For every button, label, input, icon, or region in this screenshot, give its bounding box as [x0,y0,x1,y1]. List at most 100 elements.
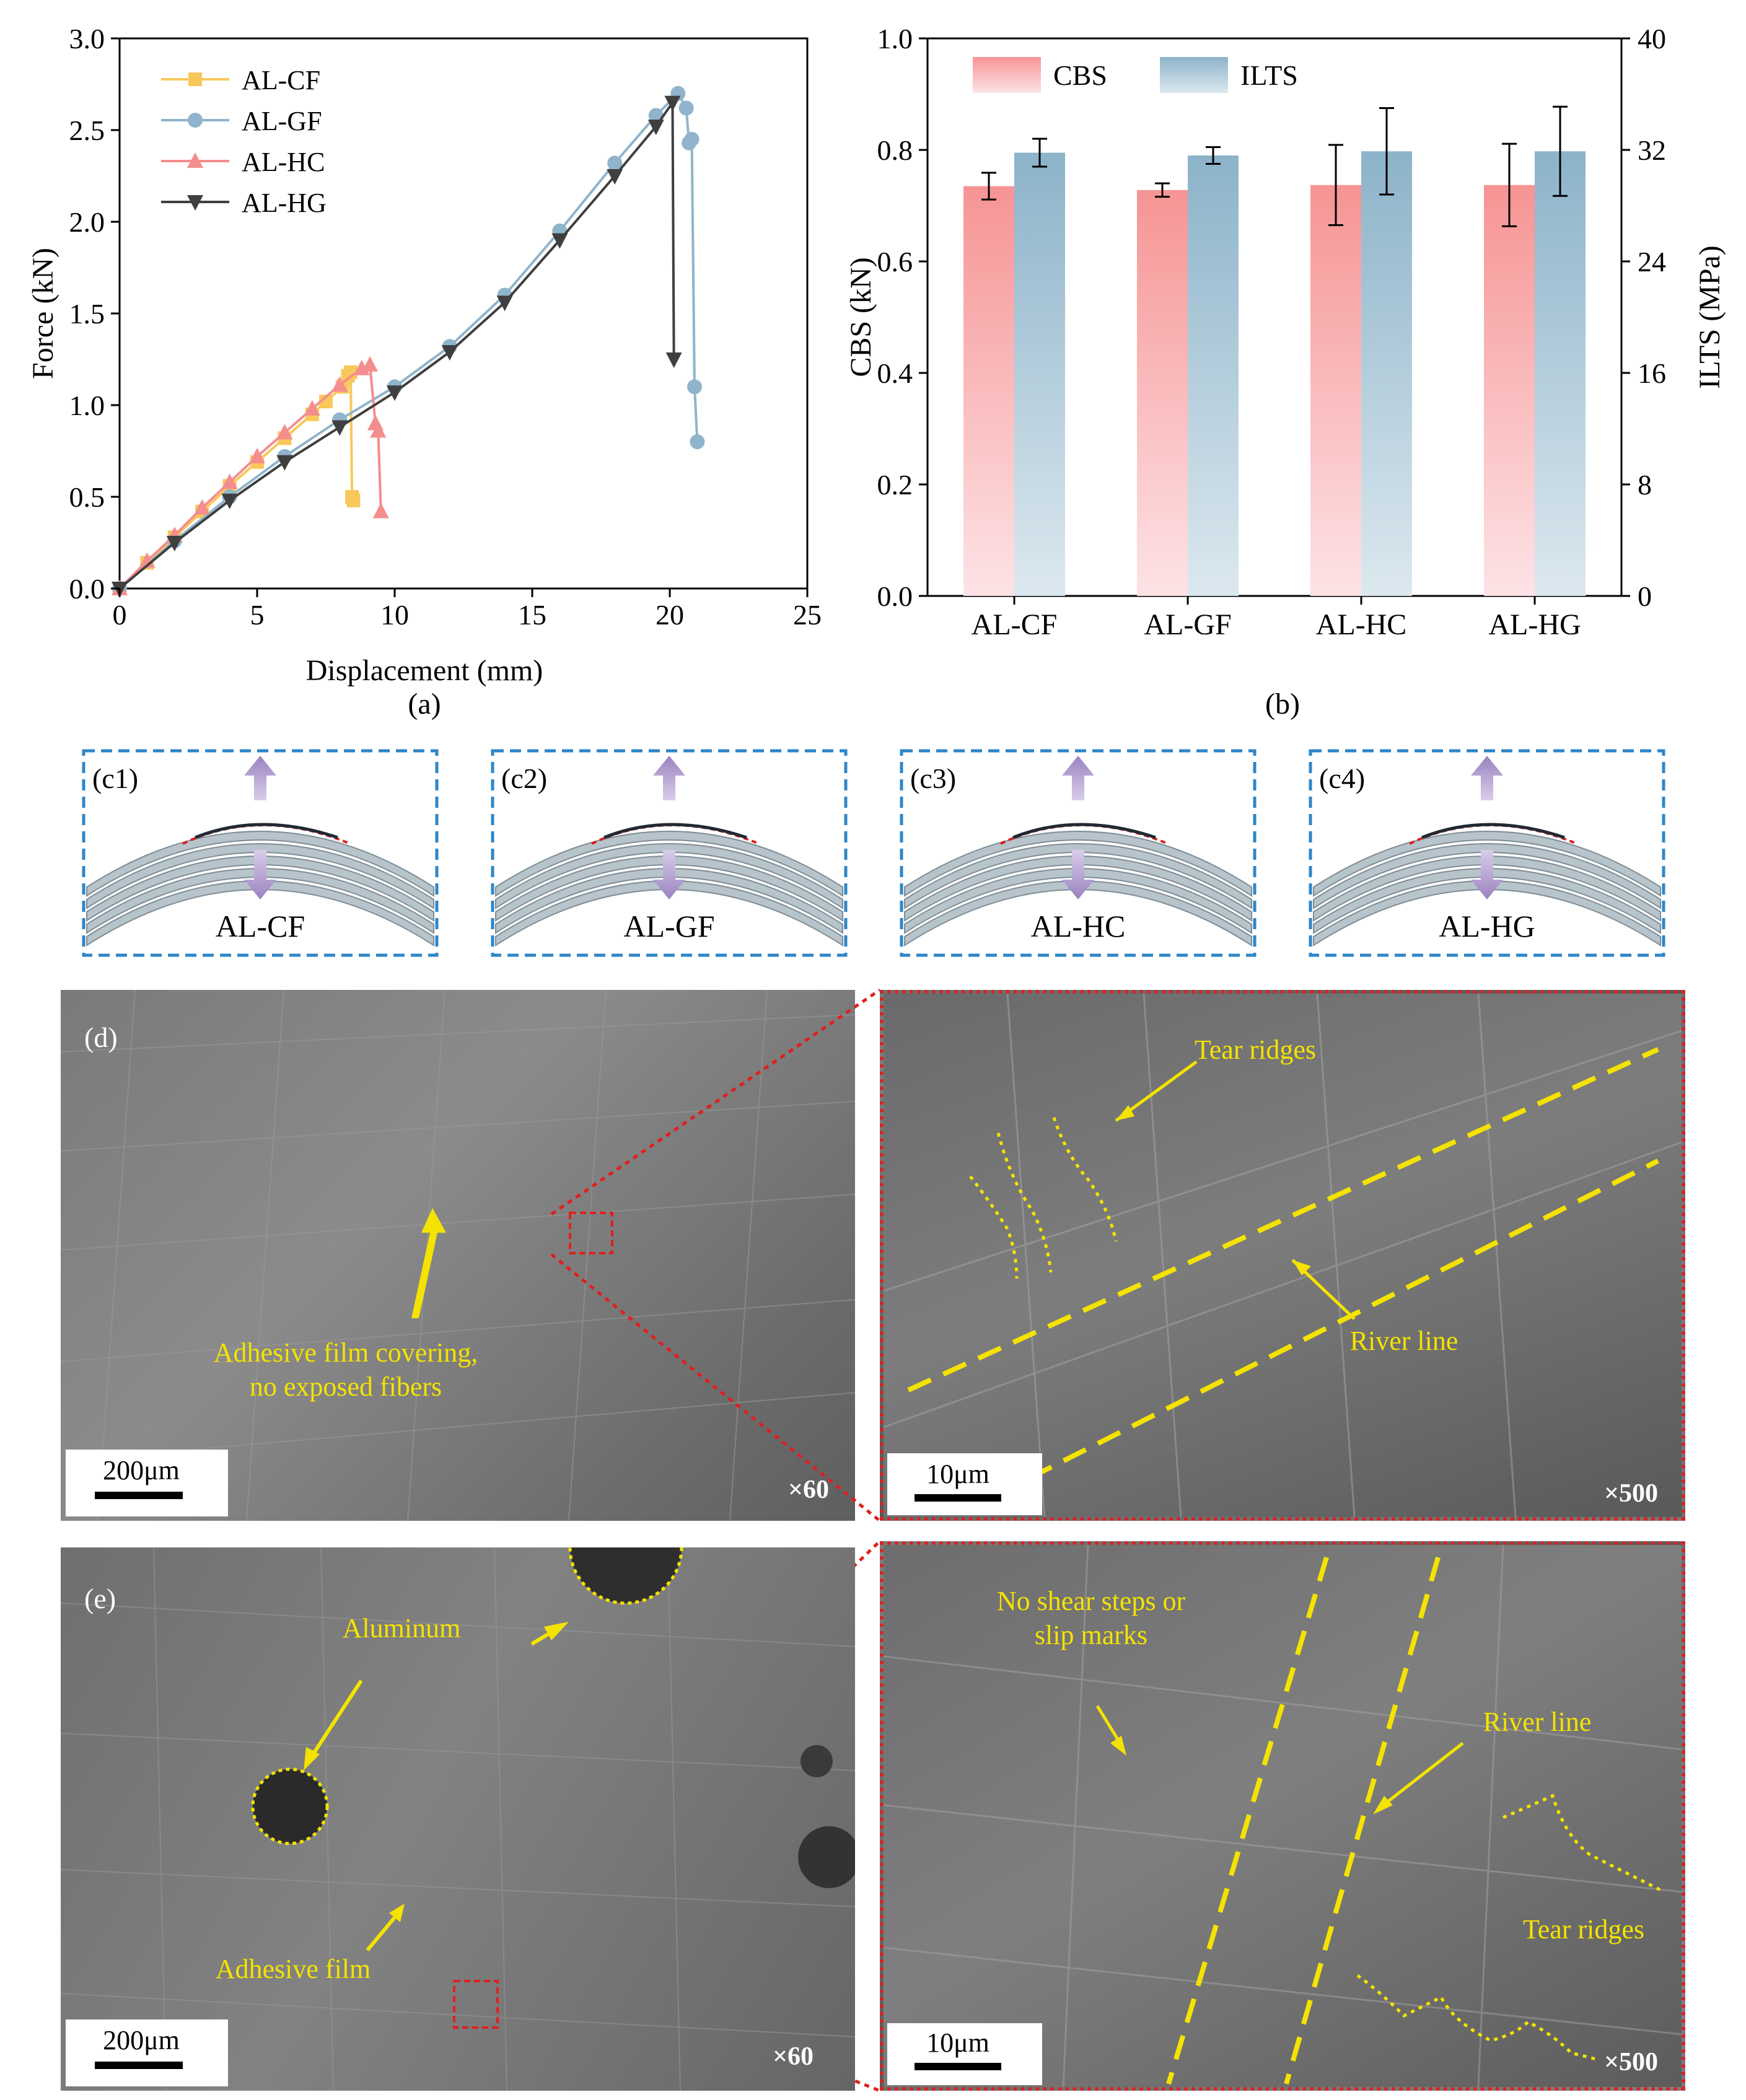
chart-b-bar-ilts [1014,152,1065,596]
specimen-tag: (c4) [1319,763,1365,794]
river-line-e-2 [1284,1556,1441,2085]
chart-b-plot-area: 0.0 0.2 0.4 0.6 0.8 1.0 0 8 16 24 32 40 AL-CF AL-GF AL… [844,23,1726,720]
tear-ridge-e-1 [1502,1793,1665,1894]
chart-b-bar-cbs [1137,190,1188,596]
chart-b-legend-swatch-cbs [973,57,1041,93]
chart-a-ytick-label: 2.0 [69,206,105,238]
tear-ridge-e-2 [1356,1974,1597,2061]
chart-a-xtick-label: 20 [656,599,684,631]
chart-b-bar-ilts [1188,155,1239,596]
chart-a-point [387,385,403,401]
d-right-tear: Tear ridges [1195,1035,1316,1065]
specimen-diagrams: (c1) AL-CF (c2) AL-GF (c3) AL-HC (c4) AL-HG [82,749,1665,957]
e-right-river: River line [1483,1707,1592,1737]
scale-e-right: 10μm [926,2028,989,2058]
chart-b-bar-cbs [963,186,1014,596]
chart-a-point [139,552,156,568]
arrow-e-film [366,1912,400,1951]
chart-b-bar-ilts [1535,151,1586,596]
chart-a-point [166,536,183,551]
chart-b-ytick-left-label: 0.2 [877,469,913,501]
chart-b-ytick-left-label: 0.4 [877,357,913,389]
e-left-film: Adhesive film [216,1954,371,1984]
pull-down-arrow-icon [653,850,685,899]
chart-b-xtick-label: AL-GF [1144,608,1231,641]
chart-a-xtick-label: 0 [113,599,127,631]
chart-a-ytick-label: 0.5 [69,481,105,513]
chart-b-ytick-left-label: 0.0 [877,580,913,612]
specimen-layer [1313,831,1661,897]
chart-b-ytick-left-label: 0.8 [877,134,913,166]
specimen-layer [495,843,843,909]
chart-a-point [664,95,681,112]
chart-a-ytick-label: 1.0 [69,390,105,421]
chart-a-series-line [118,362,382,590]
specimen-layer [86,843,434,909]
specimen-layer [495,868,843,934]
chart-b-ytick-right-label: 8 [1638,469,1652,501]
specimen-layer [86,855,434,922]
specimen-layer [904,831,1252,897]
specimen-tag: (c2) [501,763,547,794]
chart-a-xtick-label: 25 [793,599,822,631]
chart-a-point [362,356,379,372]
specimen-label: AL-GF [623,909,714,943]
sem-e-right-texture: No shear steps or slip marks River line … [884,1545,1682,2087]
river-line-d-2 [994,1158,1659,1498]
chart-a-point [276,424,293,440]
chart-b-xtick-label: AL-CF [972,608,1058,641]
chart-a-point [665,352,682,368]
tear-ridge-d-2 [996,1132,1053,1273]
sem-image-d-left: (d) Adhesive film covering, no exposed f… [61,990,855,1521]
e-right-noshear-1: No shear steps or [997,1586,1186,1616]
mag-d-right: ×500 [1604,1479,1658,1508]
specimen-layer [904,855,1252,922]
chart-b-legend-swatch-ilts [1160,57,1228,93]
pull-up-arrow-icon [653,756,685,800]
dark-spot-3 [798,1826,855,1888]
chart-a-point [331,420,348,436]
d-left-annotation-1: Adhesive film covering, [214,1337,478,1368]
chart-a-point [607,169,623,185]
chart-a-point [304,400,320,416]
arrow-d-film [411,1208,446,1318]
sem-d-left-texture: (d) Adhesive film covering, no exposed f… [61,990,855,1521]
chart-a-point [194,499,211,515]
mag-e-right: ×500 [1604,2048,1658,2076]
chart-a-point [221,493,238,509]
chart-a-point [441,345,458,361]
chart-a-ytick-label: 0.0 [69,573,105,605]
river-line-d-1 [907,1047,1659,1393]
specimen-layer [1313,868,1661,934]
specimen-layer [495,880,843,947]
chart-a-point [496,295,513,312]
specimen-layer [1313,843,1661,909]
specimen-label: AL-HG [1439,909,1535,943]
chart-a-point [187,195,203,211]
scale-bar-d-right [915,1494,1001,1502]
specimen-label: AL-HC [1031,909,1126,943]
chart-a-legend-label: AL-CF [242,65,320,95]
chart-a-xtick-label: 5 [250,599,265,631]
scale-e-left: 200μm [103,2025,180,2055]
chart-b-ytick-right-label: 24 [1638,246,1666,278]
pull-up-arrow-icon [1062,756,1094,800]
chart-a-legend-label: AL-GF [242,106,322,136]
chart-a-plot-area: 0 5 10 15 20 25 0.0 0.5 1.0 1.5 2.0 2.5 3.0 AL-CF AL-… [27,23,822,720]
force-displacement-chart: 0 5 10 15 20 25 0.0 0.5 1.0 1.5 2.0 2.5 3.0 AL-CF AL-… [27,23,1726,720]
chart-b-ytick-right-label: 0 [1638,580,1652,612]
sem-image-d-right: Tear ridges River line 10μm ×500 [880,990,1685,1521]
e-right-noshear-2: slip marks [1035,1620,1147,1650]
e-right-tear: Tear ridges [1523,1914,1644,1945]
chart-a-ytick-label: 2.5 [69,115,105,146]
specimen-layer [86,880,434,947]
zoom-box-e [453,1980,499,2029]
chart-a-point [372,502,389,518]
chart-a-point [249,447,265,463]
panel-e-tag: (e) [84,1583,116,1614]
chart-a-point [551,233,568,249]
pull-down-arrow-icon [1062,850,1094,899]
chart-b-ylabel-right: ILTS (MPa) [1693,245,1726,389]
chart-a-legend-label: AL-HG [242,188,327,218]
chart-a-point [607,155,623,171]
